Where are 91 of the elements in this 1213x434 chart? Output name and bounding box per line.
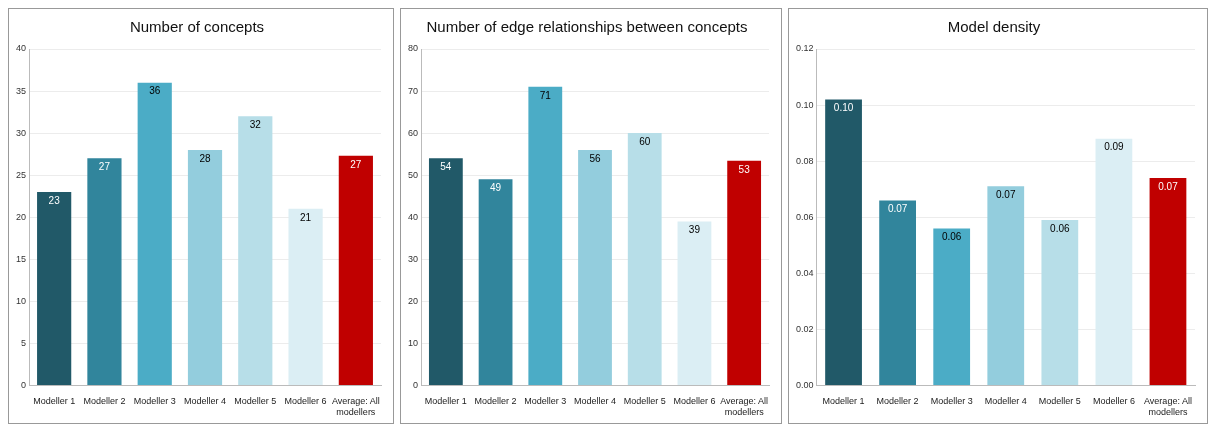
- data-label: 21: [300, 211, 312, 223]
- bar: [933, 228, 971, 385]
- x-tick-label: Modeller 1: [424, 396, 467, 407]
- data-label: 0.06: [941, 231, 962, 243]
- bar: [137, 82, 172, 385]
- x-tick-label: Modeller 6: [284, 396, 327, 407]
- x-tick-label: Modeller 1: [822, 396, 865, 407]
- data-label: 23: [48, 194, 61, 206]
- y-tick-label: 0.00: [795, 379, 814, 390]
- y-tick-label: 15: [16, 253, 27, 264]
- data-label: 0.10: [833, 102, 854, 114]
- y-tick-label: 80: [408, 43, 419, 54]
- data-label: 28: [199, 152, 211, 164]
- chart-title: Number of edge relationships between concepts: [426, 18, 748, 36]
- bar: [37, 191, 72, 385]
- bar: [727, 160, 762, 385]
- data-label: 0.07: [996, 189, 1016, 201]
- bar: [825, 99, 862, 385]
- y-tick-label: 0.06: [795, 211, 814, 222]
- x-tick-label: Modeller 4: [984, 396, 1027, 407]
- data-label: 54: [440, 161, 452, 173]
- data-label: 49: [490, 182, 502, 194]
- x-tick-label: Modeller 4: [573, 396, 617, 407]
- bar: [677, 221, 712, 385]
- data-label: 27: [350, 158, 362, 170]
- data-label: 71: [539, 89, 552, 101]
- x-tick-label: Modeller 5: [623, 396, 666, 407]
- bar: [238, 116, 273, 385]
- x-tick-label: Modeller 3: [524, 396, 567, 407]
- chart-title: Number of concepts: [129, 18, 265, 36]
- y-tick-label: 20: [408, 295, 419, 306]
- data-label: 60: [639, 135, 651, 147]
- bar: [528, 86, 563, 385]
- y-tick-label: 10: [408, 337, 419, 348]
- y-tick-label: 10: [16, 295, 27, 306]
- bar: [987, 186, 1025, 385]
- x-tick-label: Modeller 3: [930, 396, 973, 407]
- y-tick-label: 20: [16, 211, 27, 222]
- y-tick-label: 25: [16, 169, 27, 180]
- bar: [879, 200, 916, 385]
- bar: [1149, 177, 1187, 385]
- x-tick-label: Modeller 3: [133, 396, 176, 407]
- x-tick-label: Modeller 5: [1038, 396, 1081, 407]
- y-tick-label: 0: [21, 379, 27, 390]
- bar: [627, 133, 662, 385]
- x-tick-label: Average: All modellers: [331, 396, 380, 418]
- data-label: 39: [688, 224, 701, 236]
- bar: [187, 149, 223, 385]
- chart-title: Model density: [947, 18, 1041, 36]
- data-label: 0.07: [1158, 180, 1179, 192]
- y-tick-label: 0.10: [795, 99, 814, 110]
- x-tick-label: Average: All modellers: [720, 396, 769, 418]
- data-label: 0.09: [1104, 141, 1125, 153]
- bar: [1041, 220, 1079, 385]
- y-tick-label: 0.08: [795, 155, 814, 166]
- y-tick-label: 35: [16, 85, 27, 96]
- y-tick-label: 0.02: [795, 323, 814, 334]
- bar: [578, 149, 612, 385]
- y-tick-label: 50: [408, 169, 419, 180]
- x-tick-label: Modeller 6: [1092, 396, 1135, 407]
- y-tick-label: 30: [16, 127, 27, 138]
- y-tick-label: 5: [21, 337, 27, 348]
- x-tick-label: Modeller 1: [33, 396, 76, 407]
- x-tick-label: Modeller 6: [673, 396, 716, 407]
- data-label: 27: [98, 161, 111, 173]
- x-tick-label: Modeller 2: [83, 396, 126, 407]
- x-tick-label: Modeller 2: [876, 396, 919, 407]
- bar: [1095, 138, 1133, 385]
- y-tick-label: 0.04: [795, 267, 814, 278]
- y-tick-label: 40: [16, 43, 27, 54]
- y-tick-label: 40: [408, 211, 419, 222]
- data-label: 56: [589, 152, 601, 164]
- data-label: 32: [249, 119, 262, 131]
- data-label: 53: [738, 163, 751, 175]
- y-tick-label: 30: [408, 253, 419, 264]
- y-tick-label: 60: [408, 127, 419, 138]
- data-label: 0.06: [1050, 222, 1070, 234]
- bar: [87, 158, 122, 385]
- y-tick-label: 70: [408, 85, 419, 96]
- x-tick-label: Modeller 5: [234, 396, 277, 407]
- data-label: 0.07: [887, 203, 908, 215]
- bar: [428, 158, 463, 385]
- bar: [338, 155, 373, 385]
- x-tick-label: Modeller 2: [474, 396, 517, 407]
- y-tick-label: 0.12: [795, 43, 814, 54]
- data-label: 36: [149, 85, 161, 97]
- bar: [288, 208, 323, 385]
- y-tick-label: 0: [413, 379, 419, 390]
- bar: [478, 179, 513, 385]
- x-tick-label: Average: All modellers: [1144, 396, 1192, 418]
- x-tick-label: Modeller 4: [183, 396, 227, 407]
